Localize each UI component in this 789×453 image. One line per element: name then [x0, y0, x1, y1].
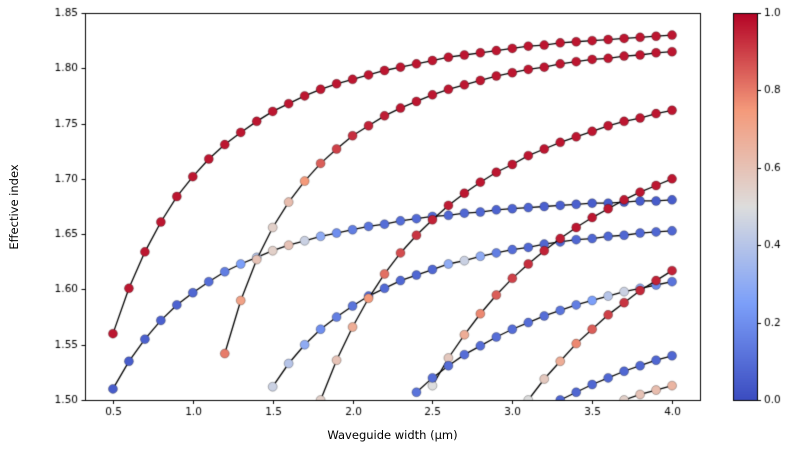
x-axis-label: Waveguide width (µm)	[327, 428, 458, 442]
y-axis-label: Effective index	[7, 164, 21, 250]
